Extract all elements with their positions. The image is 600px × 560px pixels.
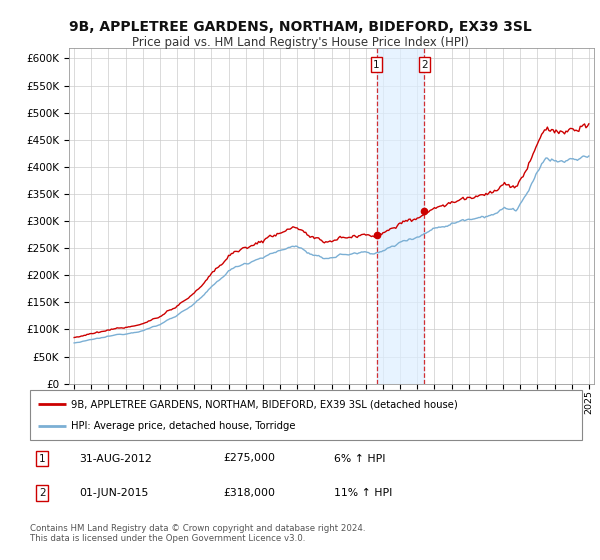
Text: £275,000: £275,000 (223, 454, 275, 464)
Bar (377, 48, 424, 384)
Text: 2: 2 (39, 488, 46, 498)
Text: 6% ↑ HPI: 6% ↑ HPI (334, 454, 385, 464)
Text: 1: 1 (39, 454, 46, 464)
Text: 1: 1 (373, 59, 380, 69)
Text: 2: 2 (421, 59, 428, 69)
Text: 9B, APPLETREE GARDENS, NORTHAM, BIDEFORD, EX39 3SL (detached house): 9B, APPLETREE GARDENS, NORTHAM, BIDEFORD… (71, 399, 458, 409)
Text: Contains HM Land Registry data © Crown copyright and database right 2024.
This d: Contains HM Land Registry data © Crown c… (30, 524, 365, 543)
Text: Price paid vs. HM Land Registry's House Price Index (HPI): Price paid vs. HM Land Registry's House … (131, 36, 469, 49)
Text: £318,000: £318,000 (223, 488, 275, 498)
FancyBboxPatch shape (30, 390, 582, 440)
Text: 11% ↑ HPI: 11% ↑ HPI (334, 488, 392, 498)
Text: 01-JUN-2015: 01-JUN-2015 (80, 488, 149, 498)
Text: 9B, APPLETREE GARDENS, NORTHAM, BIDEFORD, EX39 3SL: 9B, APPLETREE GARDENS, NORTHAM, BIDEFORD… (68, 20, 532, 34)
Text: 31-AUG-2012: 31-AUG-2012 (80, 454, 152, 464)
Text: HPI: Average price, detached house, Torridge: HPI: Average price, detached house, Torr… (71, 421, 296, 431)
